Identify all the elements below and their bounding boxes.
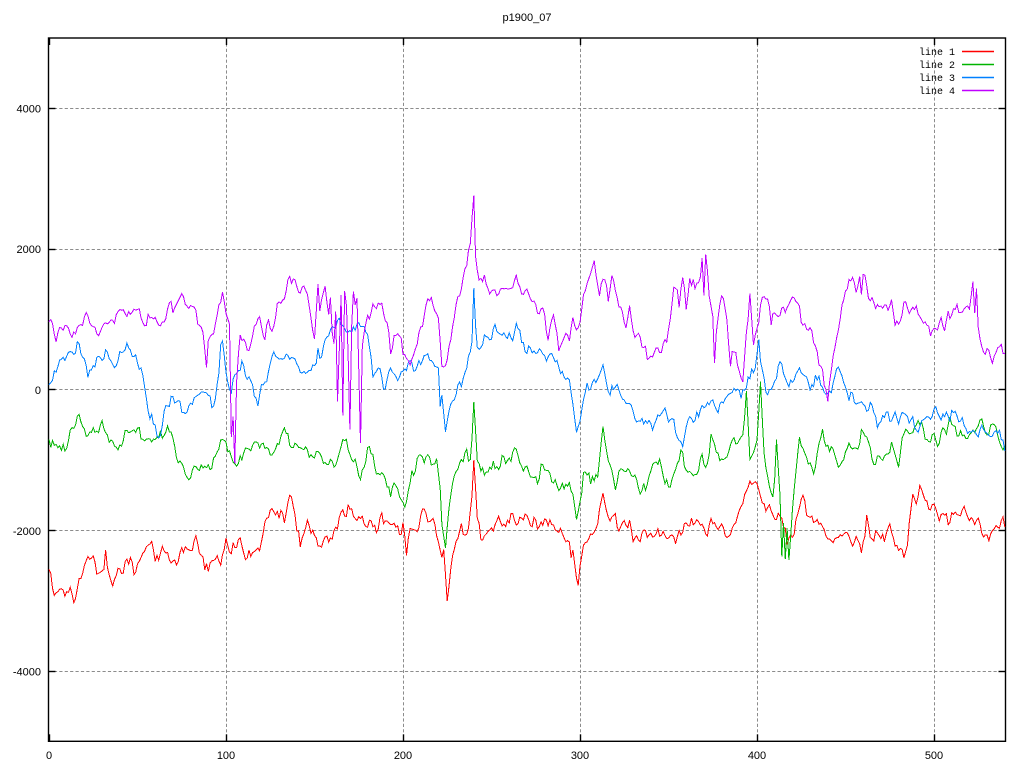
svg-text:200: 200: [394, 750, 412, 762]
svg-text:line 3: line 3: [919, 73, 955, 85]
svg-text:4000: 4000: [17, 103, 41, 115]
svg-text:line 4: line 4: [919, 86, 955, 98]
svg-text:-2000: -2000: [13, 526, 41, 538]
svg-text:300: 300: [571, 750, 589, 762]
svg-text:-4000: -4000: [13, 667, 41, 679]
svg-text:400: 400: [748, 750, 766, 762]
svg-text:0: 0: [46, 750, 52, 762]
svg-text:line 2: line 2: [919, 60, 955, 72]
svg-text:2000: 2000: [17, 244, 41, 256]
svg-text:line 1: line 1: [919, 47, 955, 59]
svg-text:500: 500: [925, 750, 943, 762]
svg-text:100: 100: [217, 750, 235, 762]
svg-text:0: 0: [35, 385, 41, 397]
svg-text:p1900_07: p1900_07: [503, 12, 552, 24]
